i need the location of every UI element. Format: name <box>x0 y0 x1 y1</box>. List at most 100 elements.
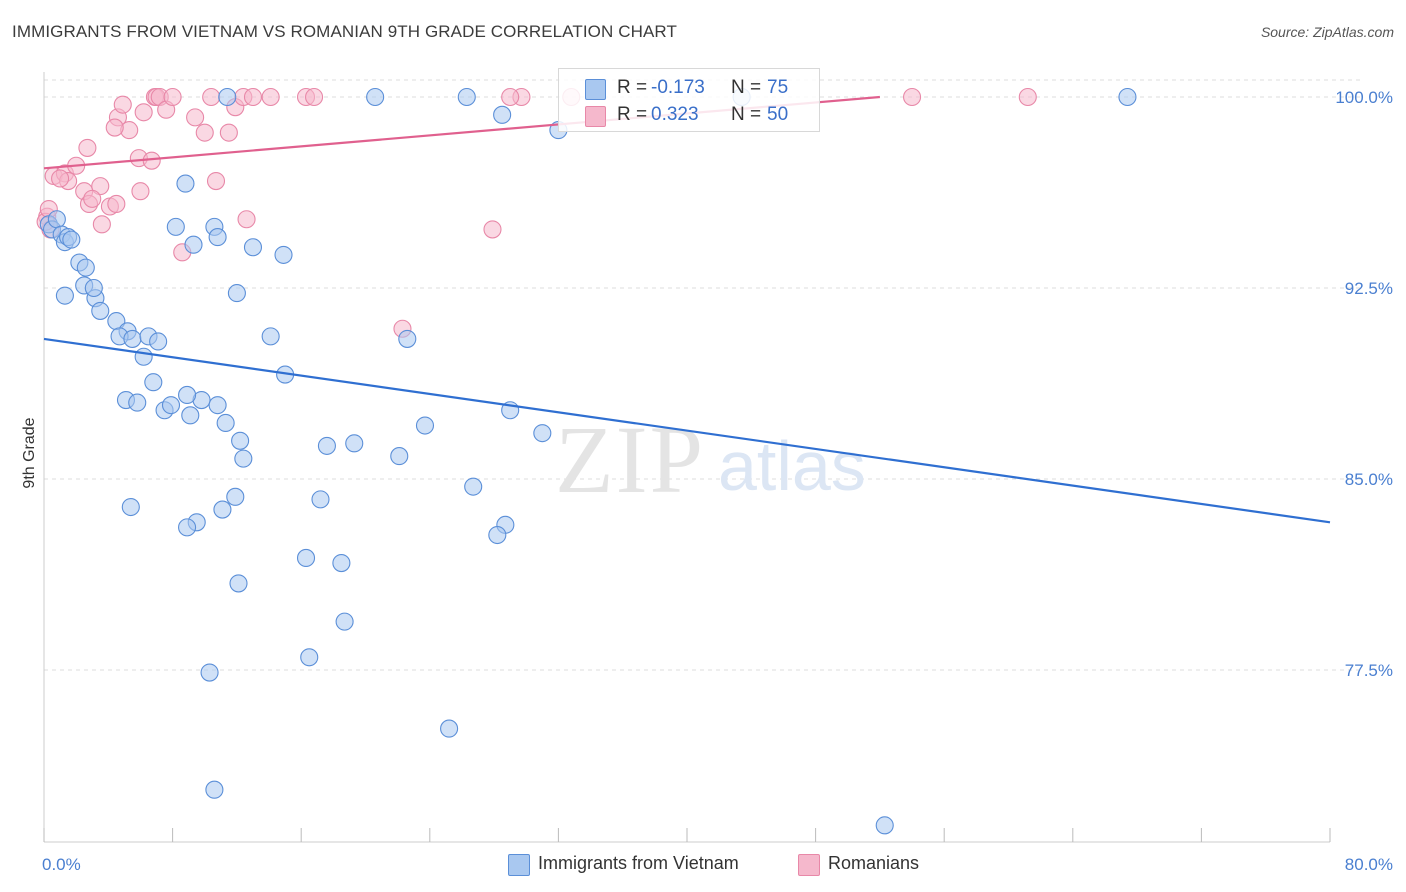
point-vietnam[interactable] <box>226 487 245 506</box>
point-vietnam[interactable] <box>149 332 168 351</box>
point-romanian[interactable] <box>134 103 153 122</box>
point-romanian[interactable] <box>305 87 324 107</box>
point-vietnam[interactable] <box>84 278 103 298</box>
point-romanian[interactable] <box>92 215 111 234</box>
point-romanian[interactable] <box>237 210 256 229</box>
point-romanian[interactable] <box>243 87 263 107</box>
y-axis-label: 9th Grade <box>21 417 38 488</box>
ticks-layer: 77.5% 85.0% 92.5% 100.0% 0.0% 80.0% <box>42 88 1393 874</box>
point-vietnam[interactable] <box>440 719 459 738</box>
y-tick-label: 85.0% <box>1345 470 1393 489</box>
point-romanian[interactable] <box>91 177 110 196</box>
point-romanian[interactable] <box>186 108 205 127</box>
point-vietnam[interactable] <box>234 449 253 468</box>
point-vietnam[interactable] <box>493 105 512 124</box>
point-vietnam[interactable] <box>457 87 476 107</box>
point-vietnam[interactable] <box>200 663 219 682</box>
point-vietnam[interactable] <box>128 393 147 412</box>
point-vietnam[interactable] <box>1118 87 1137 107</box>
point-vietnam[interactable] <box>345 434 364 453</box>
point-vietnam[interactable] <box>464 477 483 496</box>
point-vietnam[interactable] <box>205 780 224 799</box>
point-vietnam[interactable] <box>243 238 263 257</box>
n-label: N = <box>731 104 762 125</box>
point-vietnam[interactable] <box>296 548 316 567</box>
legend-label-romanians: Romanians <box>828 853 920 873</box>
point-romanian[interactable] <box>113 95 132 114</box>
trendline-vietnam <box>43 337 1331 524</box>
watermark-zip: ZIP <box>555 406 705 513</box>
point-vietnam[interactable] <box>274 245 293 264</box>
point-vietnam[interactable] <box>62 230 81 249</box>
point-romanian[interactable] <box>902 87 922 107</box>
source-label: Source: ZipAtlas.com <box>1260 24 1394 40</box>
point-romanian[interactable] <box>483 220 502 239</box>
point-vietnam[interactable] <box>218 87 237 107</box>
point-romanian[interactable] <box>1018 87 1037 107</box>
point-vietnam[interactable] <box>261 327 280 346</box>
x-tick-label: 80.0% <box>1345 855 1393 874</box>
point-romanian[interactable] <box>195 123 214 142</box>
point-vietnam[interactable] <box>121 497 140 517</box>
point-vietnam[interactable] <box>134 347 153 366</box>
point-romanian[interactable] <box>219 123 238 142</box>
legend-label-vietnam: Immigrants from Vietnam <box>538 853 739 873</box>
point-vietnam[interactable] <box>311 490 330 509</box>
point-romanian[interactable] <box>105 118 124 137</box>
point-romanian[interactable] <box>78 138 97 157</box>
point-vietnam[interactable] <box>335 612 354 631</box>
point-vietnam[interactable] <box>317 436 336 455</box>
point-vietnam[interactable] <box>208 228 227 247</box>
point-vietnam[interactable] <box>875 816 894 835</box>
point-vietnam[interactable] <box>166 217 185 236</box>
point-vietnam[interactable] <box>415 416 435 435</box>
y-tick-label: 77.5% <box>1345 661 1393 680</box>
n-value: 50 <box>767 104 789 125</box>
stats-legend: R = -0.173 N = 75 R = 0.323 N = 50 <box>558 68 820 132</box>
point-vietnam[interactable] <box>366 87 385 107</box>
point-vietnam[interactable] <box>300 648 319 667</box>
point-vietnam[interactable] <box>161 396 181 415</box>
r-label: R = <box>617 104 648 125</box>
point-romanian[interactable] <box>51 169 70 188</box>
point-vietnam[interactable] <box>533 424 552 443</box>
point-vietnam[interactable] <box>213 500 232 519</box>
watermark: ZIP atlas <box>555 406 866 513</box>
point-vietnam[interactable] <box>398 329 417 348</box>
point-romanian[interactable] <box>202 87 221 107</box>
point-romanian[interactable] <box>107 194 126 214</box>
point-vietnam[interactable] <box>55 286 74 305</box>
swatch-vietnam <box>585 79 606 100</box>
point-vietnam[interactable] <box>390 447 409 466</box>
point-vietnam[interactable] <box>178 385 197 405</box>
point-vietnam[interactable] <box>47 210 66 229</box>
point-romanian[interactable] <box>163 87 182 107</box>
point-vietnam[interactable] <box>208 396 227 415</box>
point-romanian[interactable] <box>83 189 102 208</box>
point-vietnam[interactable] <box>229 574 248 593</box>
point-vietnam[interactable] <box>216 413 235 433</box>
y-tick-label: 100.0% <box>1335 88 1393 107</box>
point-romanian[interactable] <box>501 87 520 107</box>
point-vietnam[interactable] <box>76 258 95 277</box>
point-vietnam[interactable] <box>144 373 163 392</box>
point-romanian[interactable] <box>131 182 150 201</box>
n-label: N = <box>731 77 762 98</box>
point-vietnam[interactable] <box>178 518 197 537</box>
point-vietnam[interactable] <box>227 284 246 303</box>
point-vietnam[interactable] <box>332 553 351 573</box>
watermark-atlas: atlas <box>718 427 866 505</box>
point-vietnam[interactable] <box>488 525 507 545</box>
x-tick-label: 0.0% <box>42 855 81 874</box>
point-romanian[interactable] <box>206 171 226 191</box>
point-romanian[interactable] <box>261 87 280 107</box>
point-vietnam[interactable] <box>231 431 250 450</box>
point-vietnam[interactable] <box>123 329 142 348</box>
point-vietnam[interactable] <box>176 174 195 193</box>
point-vietnam[interactable] <box>181 406 200 425</box>
points-layer <box>36 87 1137 835</box>
point-vietnam[interactable] <box>184 235 203 254</box>
bottom-legend: Immigrants from Vietnam Romanians <box>0 852 1406 878</box>
point-vietnam[interactable] <box>91 301 110 320</box>
